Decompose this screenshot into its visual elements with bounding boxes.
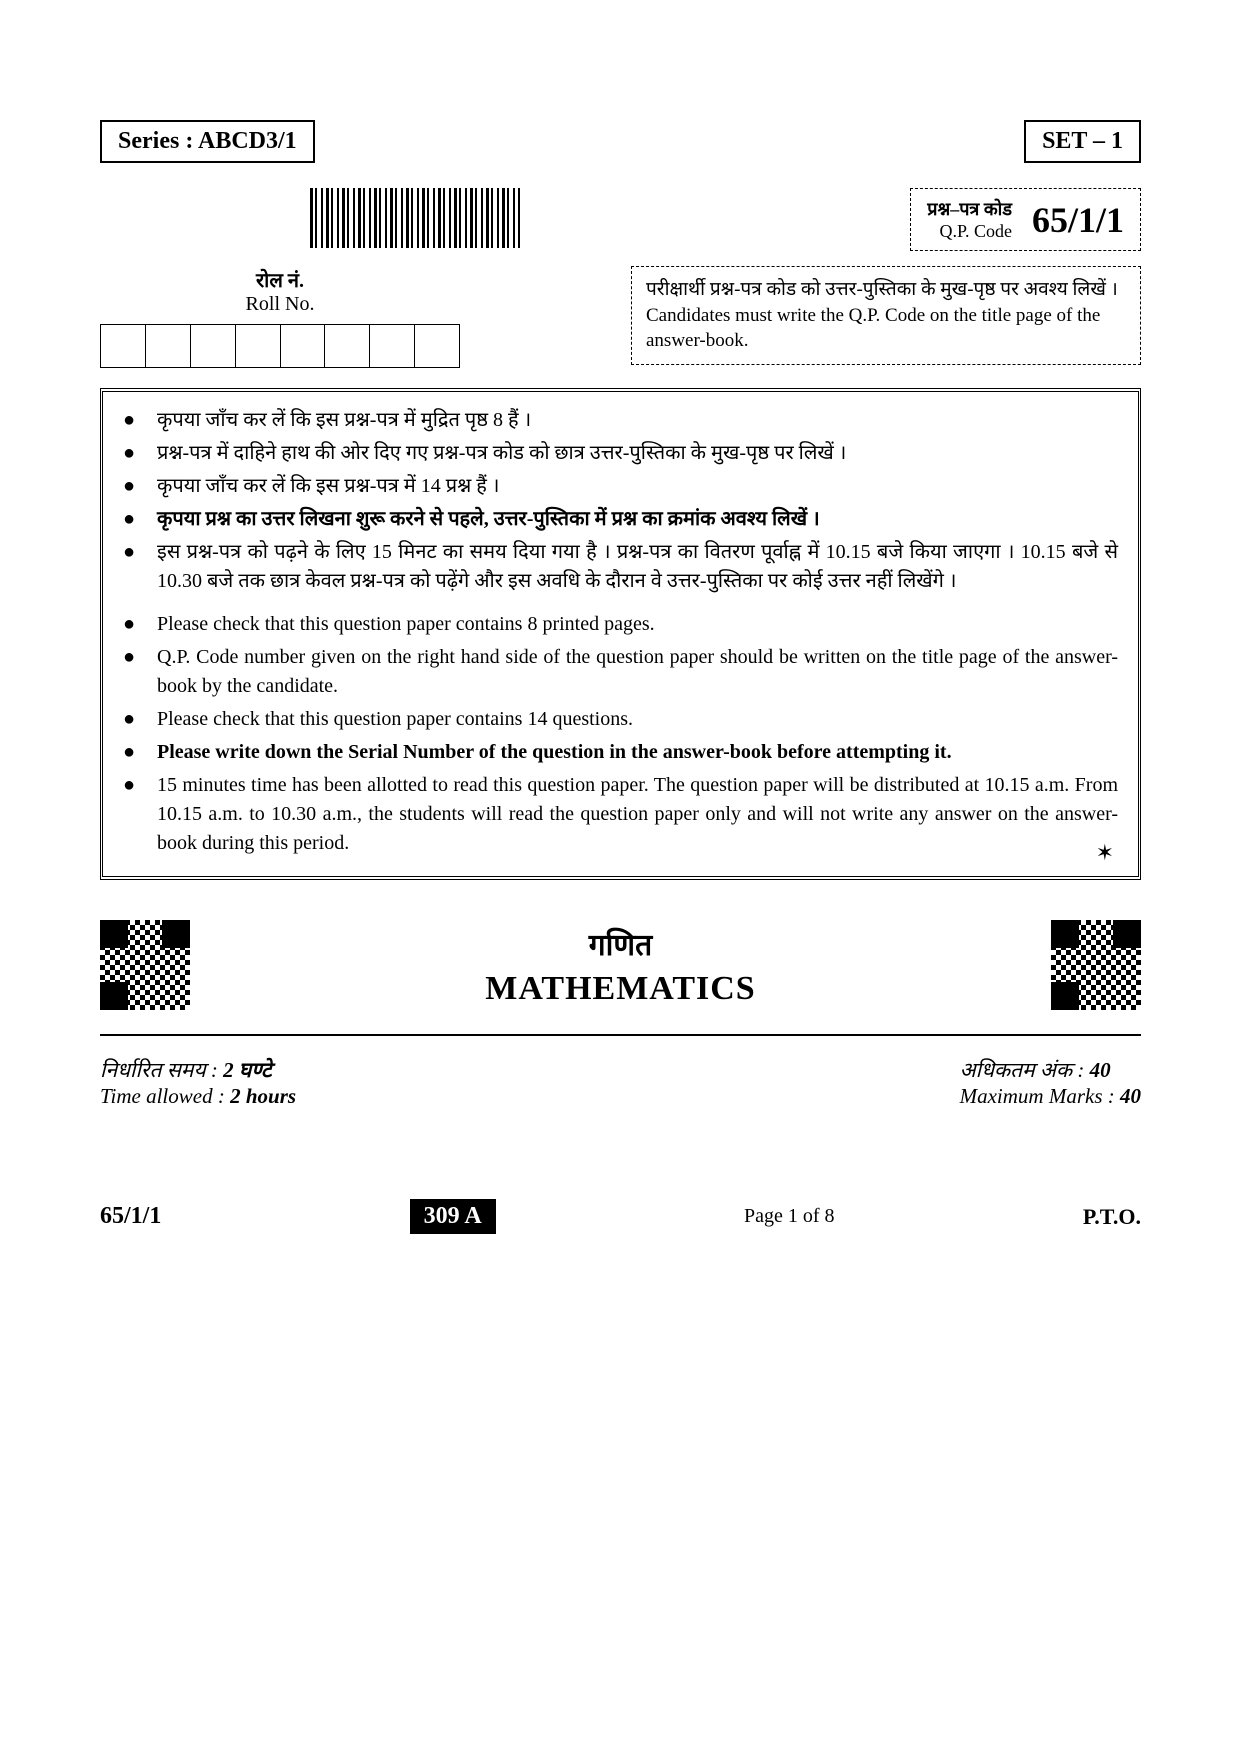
- candidate-note-hi: परीक्षार्थी प्रश्न-पत्र कोड को उत्तर-पुस…: [646, 279, 1118, 300]
- time-marks-row: निर्धारित समय : 2 घण्टे Time allowed : 2…: [100, 1056, 1141, 1109]
- barcode-area: [310, 188, 520, 248]
- marks-hi-value: 40: [1090, 1058, 1111, 1082]
- marks-en-label: Maximum Marks :: [960, 1084, 1115, 1108]
- instruction-item: ●Please write down the Serial Number of …: [123, 738, 1118, 767]
- instruction-item: ●15 minutes time has been allotted to re…: [123, 771, 1118, 858]
- header-row: Series : ABCD3/1 SET – 1: [100, 120, 1141, 163]
- footer-code: 65/1/1: [100, 1203, 161, 1230]
- instruction-item: ●Q.P. Code number given on the right han…: [123, 643, 1118, 701]
- qpcode-number: 65/1/1: [1032, 199, 1124, 241]
- qpcode-label-en: Q.P. Code: [927, 221, 1012, 242]
- asterisk-icon: ✶: [1096, 840, 1114, 866]
- marks-block: अधिकतम अंक : 40 Maximum Marks : 40: [960, 1056, 1141, 1109]
- barcode-icon: [310, 188, 520, 248]
- marks-hi-label: अधिकतम अंक :: [960, 1058, 1085, 1082]
- time-block: निर्धारित समय : 2 घण्टे Time allowed : 2…: [100, 1056, 296, 1109]
- roll-label-hi: रोल नं.: [100, 266, 460, 293]
- qpcode-label-hi: प्रश्न–पत्र कोड: [927, 197, 1012, 221]
- instructions-box: ●कृपया जाँच कर लें कि इस प्रश्न-पत्र में…: [100, 388, 1141, 880]
- series-box: Series : ABCD3/1: [100, 120, 315, 163]
- roll-label-en: Roll No.: [100, 293, 460, 316]
- footer-batch: 309 A: [410, 1199, 496, 1234]
- footer-row: 65/1/1 309 A Page 1 of 8 P.T.O.: [100, 1199, 1141, 1234]
- instructions-en-list: ●Please check that this question paper c…: [123, 610, 1118, 858]
- candidate-note-en: Candidates must write the Q.P. Code on t…: [646, 305, 1100, 352]
- qr-code-right-icon: [1051, 920, 1141, 1010]
- time-hi-value: 2 घण्टे: [223, 1058, 272, 1082]
- subject-hi: गणित: [485, 923, 755, 964]
- subject-en: MATHEMATICS: [485, 970, 755, 1008]
- roll-area: रोल नं. Roll No.: [100, 266, 460, 368]
- instruction-item: ●प्रश्न-पत्र में दाहिने हाथ की ओर दिए गए…: [123, 439, 1118, 468]
- candidate-note-box: परीक्षार्थी प्रश्न-पत्र कोड को उत्तर-पुस…: [631, 266, 1141, 365]
- subject-title: गणित MATHEMATICS: [485, 923, 755, 1008]
- qpcode-labels: प्रश्न–पत्र कोड Q.P. Code: [927, 197, 1012, 242]
- time-en-label: Time allowed :: [100, 1084, 225, 1108]
- instructions-hi-list: ●कृपया जाँच कर लें कि इस प्रश्न-पत्र में…: [123, 406, 1118, 596]
- marks-en-value: 40: [1120, 1084, 1141, 1108]
- instruction-item: ●Please check that this question paper c…: [123, 705, 1118, 734]
- instruction-item: ●इस प्रश्न-पत्र को पढ़ने के लिए 15 मिनट …: [123, 538, 1118, 596]
- roll-instruction-row: रोल नं. Roll No. परीक्षार्थी प्रश्न-पत्र…: [100, 266, 1141, 368]
- time-hi-label: निर्धारित समय :: [100, 1058, 218, 1082]
- subject-row: गणित MATHEMATICS: [100, 920, 1141, 1036]
- instruction-item: ●Please check that this question paper c…: [123, 610, 1118, 639]
- footer-pto: P.T.O.: [1083, 1204, 1141, 1230]
- instruction-item: ●कृपया जाँच कर लें कि इस प्रश्न-पत्र में…: [123, 406, 1118, 435]
- qr-code-left-icon: [100, 920, 190, 1010]
- qpcode-box: प्रश्न–पत्र कोड Q.P. Code 65/1/1: [910, 188, 1141, 251]
- barcode-qpcode-row: प्रश्न–पत्र कोड Q.P. Code 65/1/1: [100, 188, 1141, 251]
- set-box: SET – 1: [1024, 120, 1141, 163]
- instruction-item: ●कृपया प्रश्न का उत्तर लिखना शुरू करने स…: [123, 505, 1118, 534]
- time-en-value: 2 hours: [230, 1084, 296, 1108]
- footer-page: Page 1 of 8: [744, 1205, 835, 1228]
- roll-number-boxes[interactable]: [100, 324, 460, 368]
- instruction-item: ●कृपया जाँच कर लें कि इस प्रश्न-पत्र में…: [123, 472, 1118, 501]
